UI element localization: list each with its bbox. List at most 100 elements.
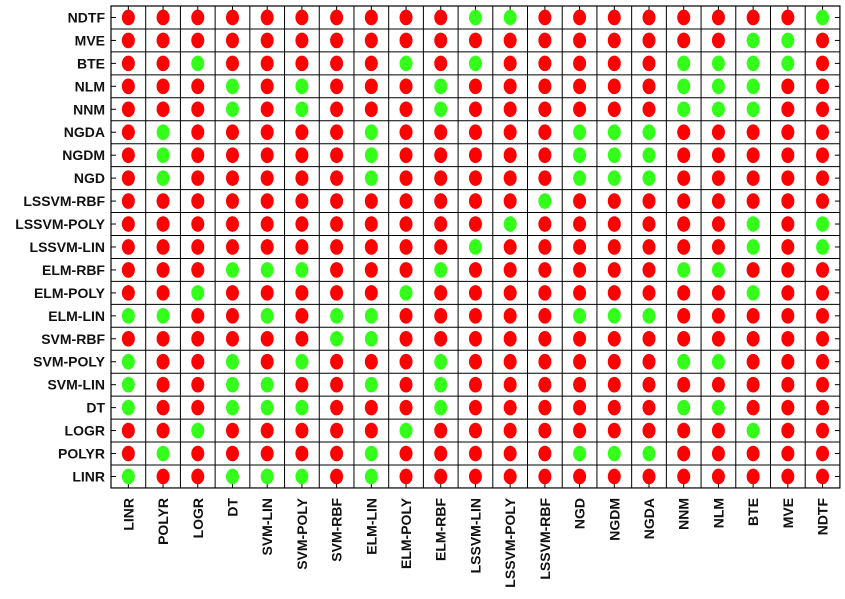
marker-red: [746, 376, 760, 393]
marker-red: [503, 285, 517, 301]
y-tick-label: LSSVM-POLY: [15, 216, 105, 232]
marker-green: [711, 78, 725, 95]
marker-red: [642, 193, 656, 209]
marker-red: [191, 262, 205, 278]
y-tick-label: BTE: [77, 55, 105, 71]
marker-green: [434, 376, 448, 393]
marker-red: [607, 55, 621, 72]
marker-red: [295, 32, 309, 49]
marker-red: [503, 376, 517, 393]
marker-red: [225, 422, 239, 439]
marker-red: [816, 193, 830, 209]
marker-red: [573, 262, 587, 278]
marker-red: [781, 193, 795, 209]
y-tick-label: NNM: [73, 101, 105, 117]
marker-red: [225, 32, 239, 49]
marker-red: [260, 55, 274, 72]
marker-red: [503, 399, 517, 416]
marker-red: [121, 55, 135, 72]
marker-red: [191, 101, 205, 118]
marker-red: [677, 32, 691, 49]
marker-red: [746, 9, 760, 26]
marker-red: [121, 193, 135, 209]
marker-red: [399, 239, 413, 255]
marker-red: [607, 9, 621, 26]
y-tick-label: SVM-RBF: [41, 331, 105, 347]
x-tick-label: ELM-RBF: [433, 498, 449, 561]
marker-red: [330, 147, 344, 163]
marker-red: [191, 170, 205, 186]
marker-red: [121, 285, 135, 301]
marker-red: [156, 262, 170, 278]
x-tick-label: LSSVM-LIN: [467, 498, 483, 573]
y-tick-label: NGDA: [64, 124, 105, 140]
marker-red: [677, 376, 691, 393]
y-tick-label: ELM-POLY: [34, 285, 106, 301]
marker-red: [225, 170, 239, 186]
marker-red: [711, 376, 725, 393]
y-tick-label: LSSVM-RBF: [23, 193, 105, 209]
marker-red: [191, 308, 205, 324]
y-tick-labels: NDTF MVE BTE NLM NNM NGDA NGDM NGD LSSVM-RBF LSSV…: [15, 9, 105, 484]
marker-red: [816, 376, 830, 393]
marker-red: [538, 285, 552, 301]
marker-red: [642, 468, 656, 485]
marker-red: [781, 9, 795, 26]
marker-red: [364, 353, 378, 370]
x-tick-label: SVM-LIN: [259, 498, 275, 556]
marker-red: [503, 262, 517, 278]
marker-red: [295, 285, 309, 301]
marker-red: [330, 445, 344, 462]
marker-green: [816, 216, 830, 232]
marker-red: [781, 308, 795, 324]
marker-green: [711, 55, 725, 72]
marker-red: [711, 308, 725, 324]
marker-red: [434, 308, 448, 324]
marker-red: [816, 262, 830, 278]
marker-red: [781, 376, 795, 393]
marker-red: [468, 376, 482, 393]
marker-green: [607, 147, 621, 163]
marker-red: [364, 422, 378, 439]
marker-red: [121, 9, 135, 26]
marker-red: [816, 422, 830, 439]
marker-red: [295, 9, 309, 26]
marker-red: [538, 422, 552, 439]
marker-green: [434, 399, 448, 416]
marker-red: [156, 55, 170, 72]
marker-red: [503, 308, 517, 324]
marker-red: [191, 399, 205, 416]
marker-red: [816, 399, 830, 416]
marker-green: [607, 170, 621, 186]
marker-red: [121, 147, 135, 163]
marker-red: [711, 147, 725, 163]
marker-red: [191, 330, 205, 347]
marker-red: [295, 216, 309, 232]
marker-red: [121, 239, 135, 255]
marker-red: [330, 376, 344, 393]
marker-red: [399, 445, 413, 462]
marker-red: [503, 147, 517, 163]
marker-red: [538, 376, 552, 393]
x-tick-label: NDTF: [815, 498, 831, 536]
marker-red: [538, 239, 552, 255]
marker-green: [434, 262, 448, 278]
marker-red: [746, 193, 760, 209]
marker-green: [538, 193, 552, 209]
marker-red: [538, 124, 552, 141]
marker-red: [642, 353, 656, 370]
marker-red: [781, 101, 795, 118]
marker-green: [260, 399, 274, 416]
marker-red: [573, 353, 587, 370]
marker-red: [677, 9, 691, 26]
marker-red: [330, 468, 344, 485]
y-tick-label: SVM-LIN: [47, 377, 105, 393]
marker-green: [573, 147, 587, 163]
y-tick-label: NLM: [75, 78, 105, 94]
marker-red: [711, 193, 725, 209]
marker-red: [330, 193, 344, 209]
marker-green: [121, 399, 135, 416]
marker-green: [225, 101, 239, 118]
marker-red: [399, 262, 413, 278]
